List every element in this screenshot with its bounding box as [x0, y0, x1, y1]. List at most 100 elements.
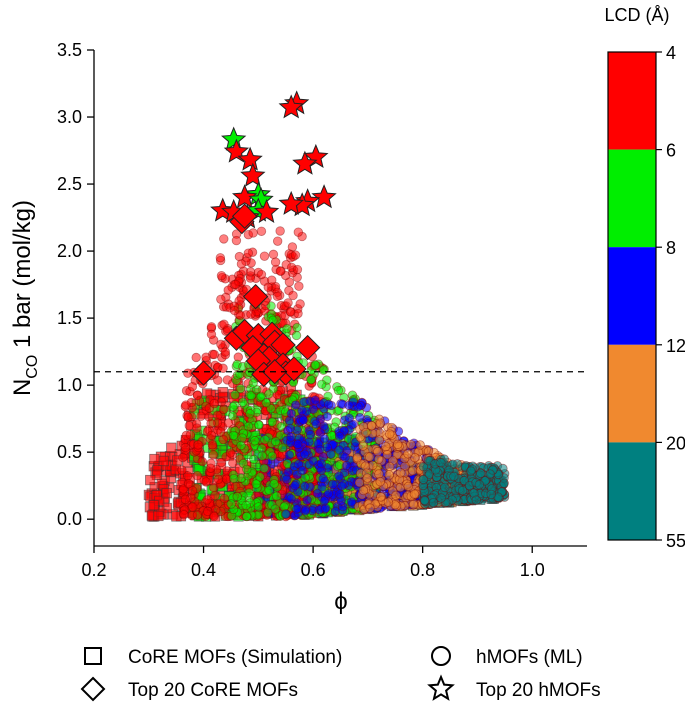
hmof-point — [230, 279, 241, 290]
hmof-point — [328, 479, 338, 490]
hmof-point — [449, 471, 459, 482]
top-hmof-star — [278, 190, 304, 215]
hmof-point — [403, 449, 413, 459]
hmof-point — [291, 330, 302, 341]
hmof-point — [223, 418, 234, 428]
y-tick-label: 1.0 — [57, 375, 82, 395]
hmof-point — [256, 226, 267, 236]
hmof-point — [210, 490, 220, 501]
colorbar-band — [608, 149, 656, 248]
hmof-point — [197, 456, 207, 467]
hmof-point — [297, 405, 307, 416]
hmof-point — [361, 427, 371, 438]
core-mof-point — [153, 510, 164, 522]
hmof-point — [229, 305, 240, 316]
hmof-point — [196, 411, 206, 421]
top-core-mof-diamond — [190, 360, 217, 386]
hmof-point — [275, 266, 286, 276]
top-hmof-star — [237, 146, 263, 171]
hmof-point — [183, 478, 194, 489]
colorbar-title: LCD (Å) — [604, 5, 669, 25]
top-hmof-star — [278, 94, 304, 119]
hmof-point — [293, 459, 304, 469]
hmof-point — [187, 485, 198, 496]
hmof-point — [364, 452, 375, 462]
hmof-point — [291, 400, 301, 410]
hmof-point — [218, 363, 228, 373]
hmof-point — [253, 502, 264, 512]
hmof-point — [284, 277, 295, 287]
hmof-point — [180, 442, 191, 453]
hmof-point — [308, 456, 318, 466]
hmof-point — [415, 440, 425, 450]
hmof-point — [259, 251, 270, 261]
hmof-point — [206, 430, 217, 441]
y-tick-label: 2.0 — [57, 241, 82, 261]
hmof-point — [248, 378, 258, 388]
hmof-point — [193, 440, 203, 450]
hmof-point — [216, 339, 226, 350]
legend-diamond-icon — [80, 676, 106, 702]
hmof-point — [403, 481, 413, 492]
hmof-point — [277, 443, 288, 453]
hmof-point — [201, 477, 211, 487]
hmof-point — [208, 450, 219, 460]
hmof-point — [312, 488, 323, 499]
hmof-point — [300, 481, 310, 491]
hmof-point — [194, 396, 204, 406]
core-mof-point — [161, 488, 172, 499]
hmof-point — [245, 267, 256, 277]
hmof-point — [276, 421, 286, 432]
hmof-point — [288, 290, 298, 301]
hmof-point — [300, 506, 311, 516]
x-tick-label: 1.0 — [520, 560, 545, 580]
core-mof-point — [145, 474, 156, 486]
hmof-point — [375, 418, 385, 428]
top-20-markers — [190, 90, 337, 388]
hmof-point — [213, 474, 224, 484]
x-tick-label: 0.6 — [301, 560, 326, 580]
legend-circle-icon — [431, 646, 451, 666]
hmof-point — [408, 499, 419, 510]
hmof-point — [219, 493, 230, 504]
hmof-point — [373, 446, 383, 457]
hmof-point — [203, 506, 213, 517]
y-tick-label: 3.5 — [57, 40, 82, 60]
hmof-point — [333, 385, 344, 396]
hmof-point — [299, 449, 310, 459]
hmof-point — [251, 479, 261, 489]
hmof-point — [418, 474, 429, 485]
hmof-point — [310, 360, 321, 370]
top-hmof-star — [240, 162, 266, 187]
hmof-point — [337, 481, 347, 491]
hmof-point — [216, 294, 226, 304]
hmof-point — [375, 477, 385, 487]
hmof-point — [315, 444, 325, 455]
hmof-point — [354, 477, 365, 488]
colorbar: 4 6 8 12 20 55 — [607, 43, 685, 551]
top-core-mof-diamond — [242, 283, 269, 310]
x-ticks: 0.2 0.4 0.6 0.8 1.0 — [81, 546, 545, 580]
hmof-point — [179, 510, 189, 520]
hmof-point — [298, 415, 309, 425]
hmof-point — [272, 236, 283, 246]
legend-square-icon — [84, 647, 102, 665]
hmofs-ml-points — [177, 226, 510, 522]
hmof-point — [311, 419, 321, 429]
hmof-point — [257, 451, 267, 461]
hmof-point — [192, 510, 203, 520]
hmof-point — [232, 491, 242, 502]
x-tick-label: 0.8 — [410, 560, 435, 580]
hmof-point — [231, 235, 242, 246]
y-tick-label: 2.5 — [57, 174, 82, 194]
hmof-point — [181, 400, 191, 410]
hmof-point — [270, 436, 281, 447]
colorbar-tick-label: 20 — [666, 433, 685, 453]
hmof-point — [281, 509, 291, 519]
hmof-point — [318, 473, 328, 484]
hmof-point — [391, 490, 401, 501]
core-mof-point — [148, 499, 159, 511]
hmof-point — [475, 468, 486, 479]
top-hmof-star — [253, 198, 280, 223]
hmof-point — [267, 451, 277, 461]
